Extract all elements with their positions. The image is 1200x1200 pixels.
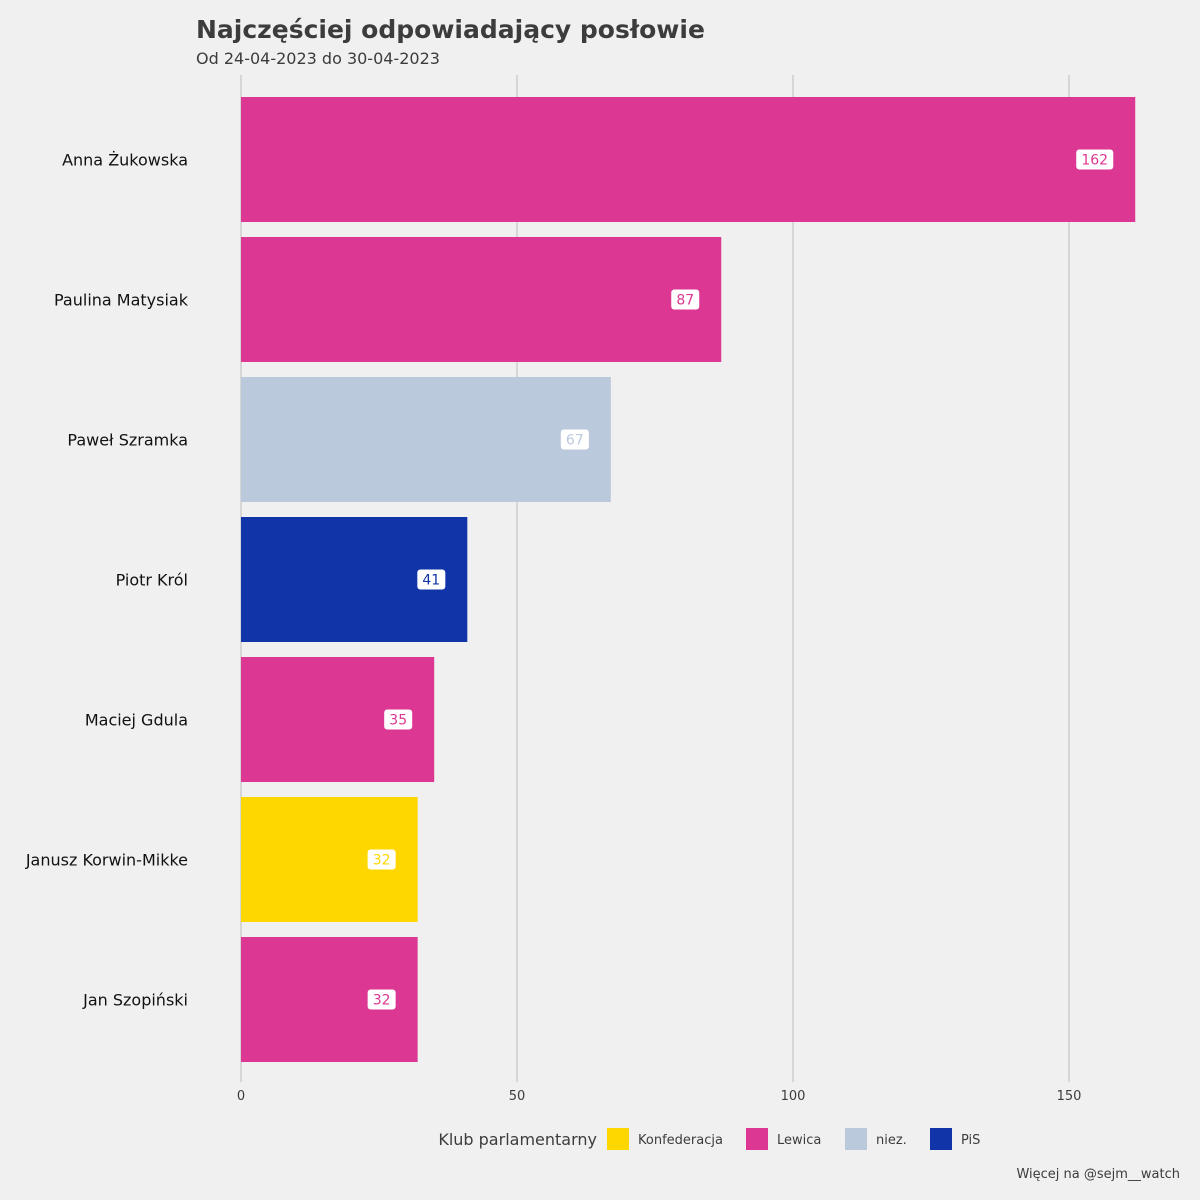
data-label: 162 — [1081, 153, 1108, 169]
data-label-box — [367, 849, 396, 870]
bar — [241, 97, 1136, 222]
legend-swatch — [845, 1128, 867, 1150]
category-label: Maciej Gdula — [85, 711, 188, 730]
data-label: 67 — [566, 433, 584, 449]
data-label: 35 — [389, 713, 407, 729]
data-label: 32 — [373, 853, 391, 869]
data-label-box — [367, 989, 396, 1010]
bar — [241, 377, 611, 502]
category-label: Jan Szopiński — [82, 991, 188, 1010]
legend-title: Klub parlamentarny — [438, 1130, 597, 1149]
data-label: 32 — [373, 993, 391, 1009]
chart-title: Najczęściej odpowiadający posłowie — [196, 15, 705, 44]
x-tick-label: 0 — [237, 1089, 245, 1104]
x-tick-label: 100 — [781, 1089, 806, 1104]
x-tick-label: 150 — [1057, 1089, 1082, 1104]
category-label: Janusz Korwin-Mikke — [25, 851, 188, 870]
legend-label: Lewica — [777, 1133, 821, 1148]
legend-label: PiS — [961, 1133, 980, 1148]
bar — [241, 237, 722, 362]
legend-label: Konfederacja — [638, 1133, 723, 1148]
legend: Klub parlamentarny Konfederacja Lewica nie… — [438, 1128, 980, 1150]
x-tick-label: 50 — [509, 1089, 526, 1104]
legend-swatch — [607, 1128, 629, 1150]
category-label: Paweł Szramka — [67, 431, 188, 450]
data-labels: 162 87 67 41 35 32 32 — [367, 149, 1114, 1010]
legend-swatch — [746, 1128, 768, 1150]
data-label: 87 — [676, 293, 694, 309]
data-label: 41 — [422, 573, 440, 589]
legend-swatch — [930, 1128, 952, 1150]
category-label: Paulina Matysiak — [54, 291, 189, 310]
category-labels: Anna Żukowska Paulina Matysiak Paweł Szram… — [25, 151, 189, 1010]
data-label-box — [384, 709, 413, 730]
chart-subtitle: Od 24-04-2023 do 30-04-2023 — [196, 49, 440, 68]
caption: Więcej na @sejm__watch — [1016, 1167, 1180, 1182]
data-label-box — [560, 429, 589, 450]
category-label: Anna Żukowska — [62, 151, 188, 170]
data-label-box — [417, 569, 446, 590]
category-label: Piotr Król — [116, 571, 188, 590]
data-label-box — [671, 289, 700, 310]
legend-label: niez. — [876, 1133, 907, 1148]
x-tick-labels: 0 50 100 150 — [237, 1089, 1082, 1104]
data-label-box — [1076, 149, 1114, 170]
